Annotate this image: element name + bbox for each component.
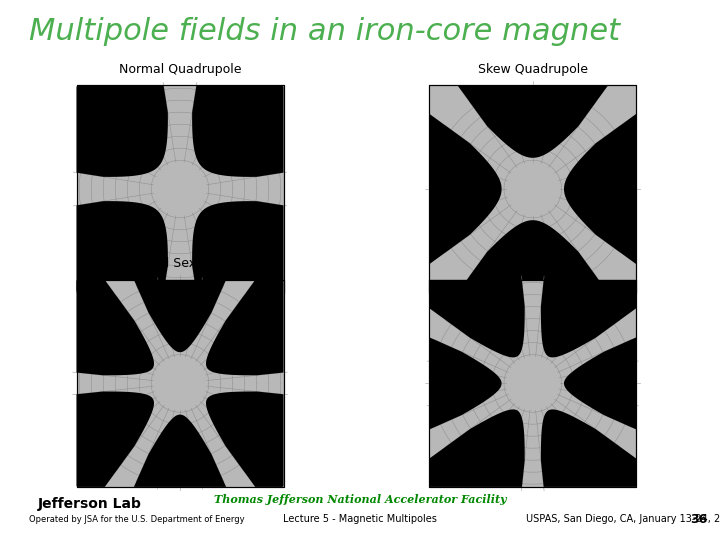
Polygon shape xyxy=(76,85,168,177)
Text: Normal Sextupole: Normal Sextupole xyxy=(124,257,236,270)
Polygon shape xyxy=(192,85,284,177)
Text: Skew Quadrupole: Skew Quadrupole xyxy=(478,63,588,76)
Polygon shape xyxy=(76,280,154,375)
Text: Multipole fields in an iron-core magnet: Multipole fields in an iron-core magnet xyxy=(29,17,620,46)
Polygon shape xyxy=(206,392,284,487)
Polygon shape xyxy=(76,280,284,487)
Text: Skew Sextupole: Skew Sextupole xyxy=(483,257,582,270)
Text: Thomas Jefferson National Accelerator Facility: Thomas Jefferson National Accelerator Fa… xyxy=(214,494,506,505)
Text: Lecture 5 - Magnetic Multipoles: Lecture 5 - Magnetic Multipoles xyxy=(283,515,437,524)
Polygon shape xyxy=(458,85,608,158)
Text: Normal Quadrupole: Normal Quadrupole xyxy=(119,63,241,76)
Polygon shape xyxy=(541,409,636,487)
Text: 36: 36 xyxy=(690,513,707,526)
Polygon shape xyxy=(429,280,636,487)
Polygon shape xyxy=(429,280,525,357)
Polygon shape xyxy=(429,409,525,487)
Polygon shape xyxy=(429,114,502,264)
Polygon shape xyxy=(458,220,608,293)
Polygon shape xyxy=(429,85,636,293)
Text: USPAS, San Diego, CA, January 13-24, 2020: USPAS, San Diego, CA, January 13-24, 202… xyxy=(526,515,720,524)
Polygon shape xyxy=(564,114,636,264)
Polygon shape xyxy=(76,85,284,293)
Polygon shape xyxy=(206,280,284,375)
Polygon shape xyxy=(192,201,284,293)
Polygon shape xyxy=(134,415,226,487)
Polygon shape xyxy=(76,392,154,487)
Text: Operated by JSA for the U.S. Department of Energy: Operated by JSA for the U.S. Department … xyxy=(29,515,244,524)
Polygon shape xyxy=(134,280,226,352)
Polygon shape xyxy=(564,338,636,429)
Polygon shape xyxy=(541,280,636,357)
Polygon shape xyxy=(76,201,168,293)
Text: Jefferson Lab: Jefferson Lab xyxy=(38,497,142,511)
Polygon shape xyxy=(429,338,502,429)
